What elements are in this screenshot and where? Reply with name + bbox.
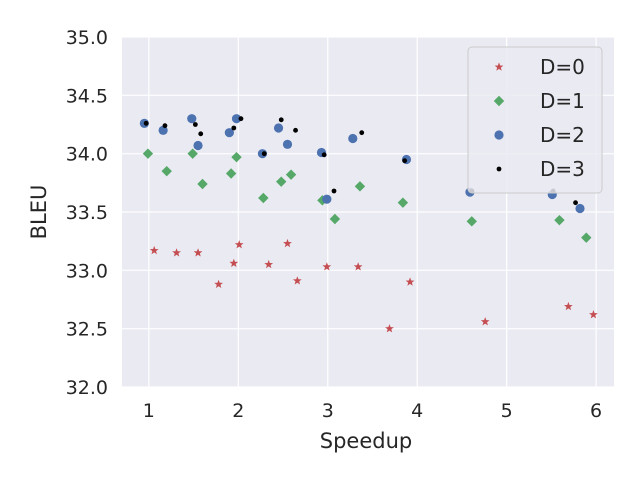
x-tick-label: 2 xyxy=(232,400,244,422)
legend-marker xyxy=(494,130,504,140)
legend-marker xyxy=(493,95,505,107)
y-tick-label: 34.5 xyxy=(66,85,108,107)
data-point xyxy=(234,240,244,249)
data-point xyxy=(329,213,341,225)
data-point xyxy=(322,262,332,271)
data-point xyxy=(198,131,204,137)
y-tick-label: 34.0 xyxy=(66,144,108,166)
data-point xyxy=(158,125,168,135)
data-point xyxy=(581,232,592,243)
data-point xyxy=(172,248,181,257)
data-point xyxy=(278,117,284,123)
data-point xyxy=(359,130,365,136)
data-point xyxy=(187,148,198,159)
data-point xyxy=(273,123,284,133)
data-point xyxy=(554,214,565,226)
legend-label: D=3 xyxy=(540,157,585,181)
data-point xyxy=(589,310,598,319)
data-point xyxy=(149,245,159,255)
x-tick-label: 3 xyxy=(322,400,334,422)
data-point xyxy=(193,248,203,257)
series-d-1 xyxy=(142,148,592,243)
data-point xyxy=(238,116,244,122)
data-point xyxy=(229,258,239,268)
legend-label: D=2 xyxy=(540,123,585,147)
y-axis-label: BLEU xyxy=(27,185,51,240)
legend-label: D=1 xyxy=(540,89,585,113)
data-point xyxy=(143,120,149,126)
data-point xyxy=(282,139,293,149)
data-point xyxy=(283,238,292,248)
legend-box xyxy=(467,46,603,194)
data-point xyxy=(322,194,332,204)
data-point xyxy=(161,165,172,177)
data-point xyxy=(573,200,578,206)
data-point xyxy=(224,128,234,138)
legend-label: D=0 xyxy=(540,55,585,79)
data-point xyxy=(231,125,237,131)
data-point xyxy=(264,259,274,269)
data-point xyxy=(321,152,327,158)
data-point xyxy=(231,151,242,163)
x-tick-label: 1 xyxy=(143,400,155,422)
data-point xyxy=(292,276,302,285)
legend: D=0 D=1 D=2 D=3 xyxy=(467,46,603,194)
x-tick-label: 6 xyxy=(590,400,602,422)
x-tick-label: 4 xyxy=(411,400,423,422)
data-point xyxy=(402,158,408,164)
data-point xyxy=(258,192,269,204)
data-point xyxy=(142,148,154,159)
data-point xyxy=(225,168,237,179)
legend-marker xyxy=(494,62,504,71)
data-point xyxy=(214,279,223,289)
data-point xyxy=(397,197,409,208)
data-point xyxy=(192,122,198,127)
y-tick-label: 33.0 xyxy=(66,260,108,282)
data-point xyxy=(276,176,287,187)
data-point xyxy=(353,262,363,271)
x-tick-label: 5 xyxy=(501,400,513,422)
data-point xyxy=(466,216,477,227)
data-series xyxy=(139,114,598,333)
data-point xyxy=(193,140,203,151)
x-axis-label: Speedup xyxy=(320,429,412,453)
data-point xyxy=(285,169,297,180)
data-point xyxy=(162,123,168,129)
data-point xyxy=(197,178,208,190)
series-d-0 xyxy=(149,238,598,333)
data-point xyxy=(231,114,242,124)
data-point xyxy=(293,127,298,133)
data-point xyxy=(187,114,197,124)
y-tick-label: 33.5 xyxy=(66,202,108,224)
data-point xyxy=(348,133,358,144)
data-point xyxy=(354,181,366,192)
y-tick-label: 35.0 xyxy=(66,27,108,49)
y-tick-label: 32.5 xyxy=(66,319,108,341)
data-point xyxy=(480,317,490,326)
data-point xyxy=(385,324,394,333)
axis-ticks: 1 2 3 4 5 6 32.0 32.5 33.0 33.5 34.0 34.5 35.0 xyxy=(66,27,602,422)
data-point xyxy=(261,151,267,157)
data-point xyxy=(331,188,337,194)
data-point xyxy=(575,203,585,214)
y-tick-label: 32.0 xyxy=(66,377,108,399)
legend-marker xyxy=(496,166,502,172)
data-point xyxy=(564,301,573,311)
data-point xyxy=(405,277,415,286)
